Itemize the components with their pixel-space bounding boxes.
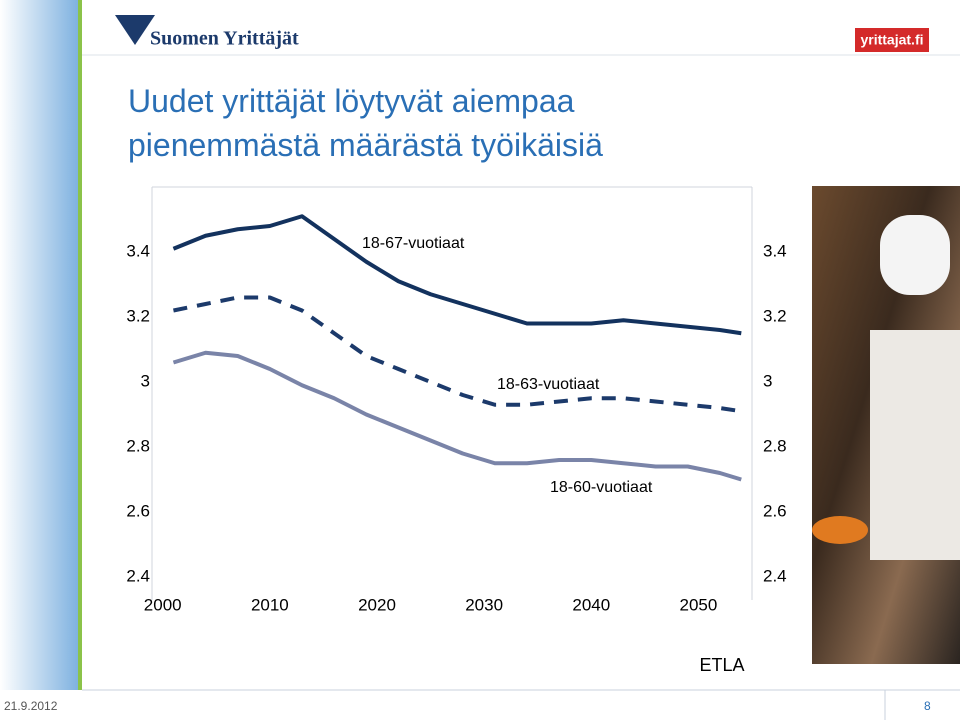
- y-tick-label: 2.4: [126, 566, 150, 585]
- chef-hat: [880, 215, 950, 295]
- site-badge: [855, 28, 929, 52]
- chef-jacket: [870, 330, 960, 560]
- series-line: [172, 350, 742, 482]
- series-line: [172, 214, 742, 336]
- pan-flame: [812, 516, 868, 544]
- source: ETLA: [699, 655, 744, 675]
- y2-tick-label: 3.2: [763, 306, 787, 325]
- site-text: yrittajat.fi: [860, 32, 923, 48]
- x-tick-label: 2030: [465, 595, 503, 614]
- x-tick-label: 2000: [144, 595, 182, 614]
- y2-tick-label: 2.6: [763, 501, 787, 520]
- x-tick-label: 2050: [680, 595, 718, 614]
- x-tick-label: 2010: [251, 595, 289, 614]
- logo-text: Suomen Yrittäjät: [150, 28, 299, 50]
- y2-tick-label: 3: [763, 371, 772, 390]
- slide-title: Uudet yrittäjät löytyvät aiempaa pienemmä…: [128, 83, 603, 163]
- series-label: 18-60-vuotiaat: [550, 479, 653, 496]
- side-stripe: [78, 0, 82, 690]
- plot-frame: [151, 186, 753, 600]
- footer-date: 21.9.2012: [4, 699, 58, 713]
- y2-tick-label: 2.4: [763, 566, 787, 585]
- y-tick-label: 3.4: [126, 241, 150, 260]
- side-band: [0, 0, 78, 690]
- logo-mark: [115, 15, 155, 45]
- y-tick-label: 2.8: [126, 436, 150, 455]
- x-tick-label: 2040: [572, 595, 610, 614]
- y2-tick-label: 2.8: [763, 436, 787, 455]
- y-tick-label: 3.2: [126, 306, 150, 325]
- series-label: 18-63-vuotiaat: [497, 376, 600, 393]
- y2-tick-label: 3.4: [763, 241, 787, 260]
- series-label: 18-67-vuotiaat: [362, 235, 465, 252]
- x-tick-label: 2020: [358, 595, 396, 614]
- y-tick-label: 3: [141, 371, 150, 390]
- page-number: 8: [924, 699, 931, 713]
- y-tick-label: 2.6: [126, 501, 150, 520]
- series-line: [173, 295, 742, 414]
